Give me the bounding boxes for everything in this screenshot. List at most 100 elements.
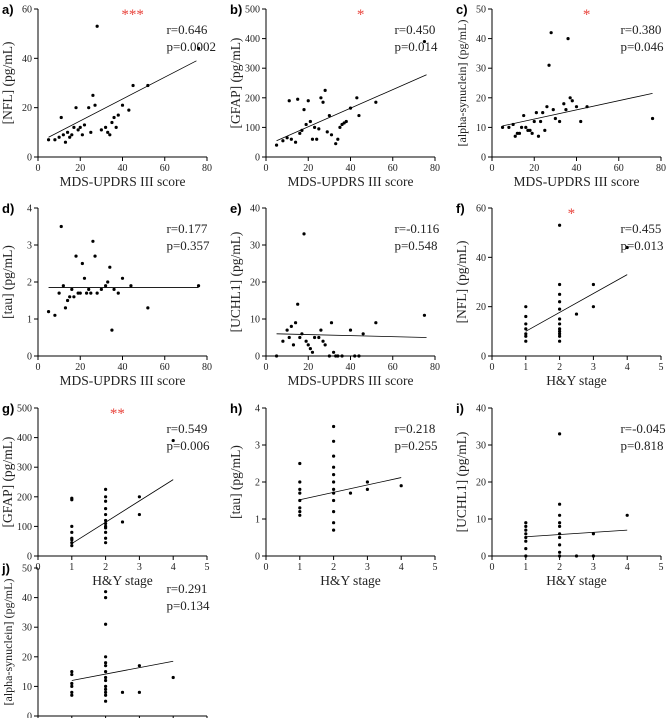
data-point bbox=[287, 335, 291, 340]
data-point bbox=[104, 284, 108, 288]
data-point bbox=[127, 108, 131, 112]
data-point bbox=[353, 354, 357, 358]
data-point bbox=[99, 128, 103, 132]
data-point bbox=[104, 518, 108, 523]
data-point bbox=[99, 287, 103, 291]
x-tick-label: 60 bbox=[614, 163, 624, 174]
x-tick-label: 5 bbox=[433, 562, 438, 573]
x-tick-label: 0 bbox=[490, 362, 495, 373]
y-tick-label: 10 bbox=[476, 515, 486, 526]
data-point bbox=[530, 131, 534, 135]
data-point bbox=[108, 133, 112, 137]
data-point bbox=[308, 347, 312, 351]
data-point bbox=[53, 138, 57, 142]
y-tick-label: 4 bbox=[255, 404, 260, 415]
data-point bbox=[70, 672, 74, 677]
y-tick-label: 0 bbox=[481, 552, 486, 563]
significance-marker: *** bbox=[121, 7, 144, 23]
x-tick-label: 80 bbox=[430, 362, 440, 373]
data-point bbox=[355, 96, 359, 100]
y-tick-label: 0 bbox=[27, 352, 32, 363]
data-point bbox=[321, 339, 325, 343]
panel-label: a) bbox=[2, 2, 14, 17]
data-point bbox=[558, 327, 562, 331]
data-point bbox=[321, 100, 325, 104]
regression-line bbox=[525, 274, 628, 332]
data-point bbox=[336, 354, 340, 358]
data-point bbox=[104, 699, 108, 703]
y-tick-label: 40 bbox=[250, 204, 260, 215]
data-point bbox=[541, 111, 545, 115]
data-point bbox=[80, 133, 84, 137]
data-point bbox=[61, 284, 65, 288]
data-point bbox=[287, 99, 291, 103]
x-tick-label: 40 bbox=[572, 163, 582, 174]
y-tick-label: 20 bbox=[476, 302, 486, 313]
y-tick-label: 40 bbox=[476, 404, 486, 415]
regression-line bbox=[525, 529, 628, 538]
data-point bbox=[120, 103, 125, 107]
r-value: r=-0.116 bbox=[394, 221, 439, 236]
panel-g: g) 0 1 2 3 4 50 100 200 300 400 500 H&Y stage [GFAP] … bbox=[0, 401, 210, 588]
y-axis-label: [tau] (pg/mL) bbox=[228, 445, 243, 519]
y-tick-label: 500 bbox=[17, 404, 32, 415]
data-point bbox=[63, 306, 68, 310]
p-value: p=0.0002 bbox=[166, 39, 216, 54]
data-point bbox=[558, 329, 562, 333]
y-tick-label: 20 bbox=[476, 478, 486, 489]
p-value: p=0.255 bbox=[394, 438, 437, 453]
data-point bbox=[120, 520, 125, 524]
data-point bbox=[70, 693, 74, 697]
x-tick-label: 0 bbox=[490, 163, 495, 174]
data-point bbox=[302, 108, 306, 112]
data-point bbox=[513, 134, 517, 138]
y-axis-label: [GFAP] (pg/mL) bbox=[228, 38, 243, 129]
x-tick-label: 40 bbox=[346, 362, 356, 373]
panel-label: g) bbox=[2, 401, 14, 416]
panel-d: d) 0 20 40 60 80 0 1 2 3 4 MDS-UPDRS III score [tau]… bbox=[0, 201, 212, 388]
x-tick-label: 20 bbox=[529, 163, 539, 174]
y-axis-label: [GFAP] (pg/mL) bbox=[0, 437, 15, 528]
data-point bbox=[591, 282, 596, 287]
x-tick-label: 0 bbox=[36, 362, 41, 373]
data-point bbox=[104, 622, 108, 626]
y-tick-label: 200 bbox=[17, 492, 32, 503]
data-point bbox=[558, 513, 562, 517]
x-axis-label: H&Y stage bbox=[320, 573, 381, 588]
data-point bbox=[348, 328, 353, 332]
y-tick-label: 400 bbox=[245, 34, 260, 45]
data-point bbox=[558, 532, 562, 536]
x-tick-label: 5 bbox=[659, 362, 664, 373]
y-tick-label: 60 bbox=[476, 204, 486, 215]
data-point bbox=[171, 438, 175, 443]
y-tick-label: 0 bbox=[481, 153, 486, 164]
data-point bbox=[517, 131, 522, 135]
data-point bbox=[281, 339, 285, 343]
data-point bbox=[323, 88, 327, 92]
data-point bbox=[340, 354, 344, 358]
data-point bbox=[570, 99, 574, 103]
data-point bbox=[317, 335, 321, 340]
data-point bbox=[332, 465, 336, 469]
data-point bbox=[95, 24, 99, 28]
data-point bbox=[558, 334, 562, 338]
y-tick-label: 30 bbox=[250, 241, 260, 252]
data-point bbox=[298, 513, 302, 517]
data-point bbox=[579, 119, 583, 124]
data-point bbox=[104, 507, 108, 511]
data-point bbox=[57, 135, 61, 139]
data-point bbox=[551, 108, 555, 112]
data-point bbox=[65, 298, 70, 303]
data-point bbox=[296, 97, 300, 101]
data-point bbox=[61, 133, 65, 137]
x-axis-label: H&Y stage bbox=[546, 373, 607, 388]
data-point bbox=[319, 96, 323, 100]
x-tick-label: 2 bbox=[103, 562, 108, 573]
panel-label: d) bbox=[2, 201, 14, 216]
data-point bbox=[70, 690, 74, 694]
data-point bbox=[558, 322, 562, 326]
r-value: r=0.646 bbox=[166, 22, 207, 37]
data-point bbox=[104, 675, 108, 680]
y-tick-label: 30 bbox=[476, 441, 486, 452]
